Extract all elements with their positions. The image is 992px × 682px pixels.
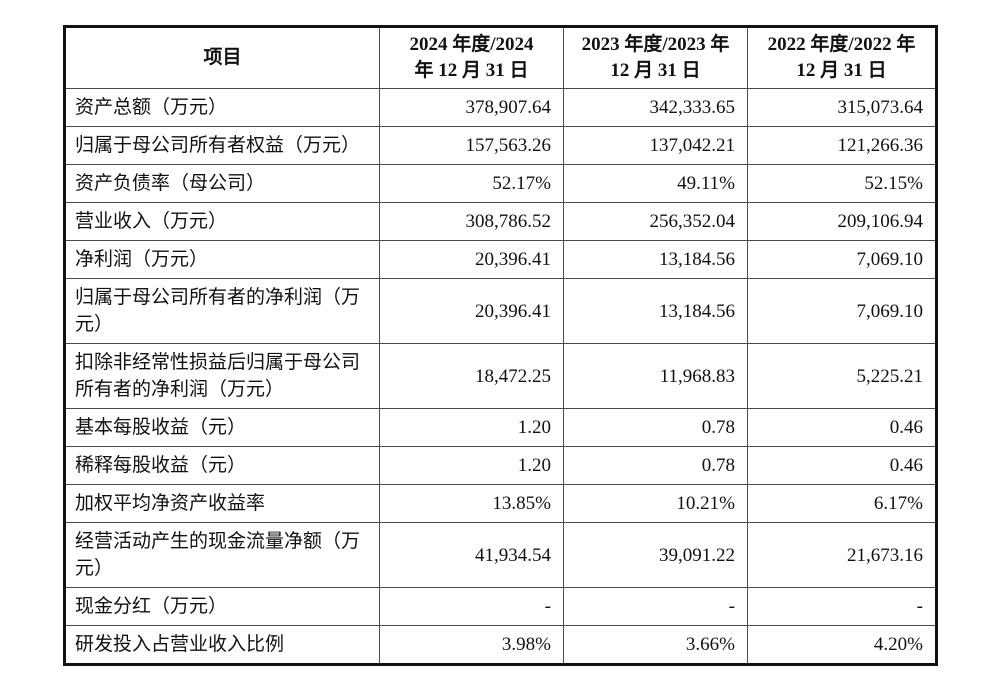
table-row: 加权平均净资产收益率 13.85% 10.21% 6.17% — [64, 484, 937, 523]
table-row: 研发投入占营业收入比例 3.98% 3.66% 4.20% — [64, 625, 937, 665]
row-label: 基本每股收益（元） — [64, 408, 380, 447]
value-cell: 1.20 — [379, 408, 564, 447]
col-header-2022-line1: 2022 年度/2022 年 — [767, 34, 916, 55]
value-cell: 0.78 — [563, 408, 748, 447]
col-header-2022-line2: 12 月 31 日 — [796, 60, 887, 81]
value-cell: 7,069.10 — [747, 240, 937, 279]
value-cell: 39,091.22 — [563, 522, 748, 588]
row-label: 归属于母公司所有者的净利润（万元） — [64, 278, 380, 344]
table-row: 扣除非经常性损益后归属于母公司所有者的净利润（万元） 18,472.25 11,96… — [64, 343, 937, 409]
value-cell: 0.46 — [747, 446, 937, 485]
table-row: 基本每股收益（元） 1.20 0.78 0.46 — [64, 408, 937, 447]
row-label: 资产负债率（母公司） — [64, 164, 380, 203]
value-cell: 6.17% — [747, 484, 937, 523]
value-cell: 13,184.56 — [563, 240, 748, 279]
value-cell: 121,266.36 — [747, 126, 937, 165]
value-cell: 52.15% — [747, 164, 937, 203]
value-cell: 20,396.41 — [379, 278, 564, 344]
col-header-item: 项目 — [64, 26, 380, 89]
value-cell: 20,396.41 — [379, 240, 564, 279]
table-row: 归属于母公司所有者权益（万元） 157,563.26 137,042.21 121,2… — [64, 126, 937, 165]
value-cell: 11,968.83 — [563, 343, 748, 409]
table-row: 资产负债率（母公司） 52.17% 49.11% 52.15% — [64, 164, 937, 203]
value-cell: 41,934.54 — [379, 522, 564, 588]
row-label: 净利润（万元） — [64, 240, 380, 279]
value-cell: 18,472.25 — [379, 343, 564, 409]
row-label: 研发投入占营业收入比例 — [64, 625, 380, 665]
row-label: 资产总额（万元） — [64, 88, 380, 127]
value-cell: 378,907.64 — [379, 88, 564, 127]
table-row: 资产总额（万元） 378,907.64 342,333.65 315,073.64 — [64, 88, 937, 127]
value-cell: 52.17% — [379, 164, 564, 203]
row-label: 营业收入（万元） — [64, 202, 380, 241]
value-cell: 5,225.21 — [747, 343, 937, 409]
header-row: 项目 2024 年度/2024 年 12 月 31 日 2023 年度/2023… — [64, 26, 937, 89]
value-cell: 3.66% — [563, 625, 748, 665]
value-cell: 21,673.16 — [747, 522, 937, 588]
value-cell: 7,069.10 — [747, 278, 937, 344]
value-cell: 0.46 — [747, 408, 937, 447]
table-row: 现金分红（万元） - - - — [64, 587, 937, 626]
row-label: 归属于母公司所有者权益（万元） — [64, 126, 380, 165]
value-cell: 4.20% — [747, 625, 937, 665]
value-cell: 308,786.52 — [379, 202, 564, 241]
col-header-2023-line2: 12 月 31 日 — [610, 60, 701, 81]
value-cell: - — [563, 587, 748, 626]
value-cell: 157,563.26 — [379, 126, 564, 165]
value-cell: 315,073.64 — [747, 88, 937, 127]
table-row: 归属于母公司所有者的净利润（万元） 20,396.41 13,184.56 7,069… — [64, 278, 937, 344]
col-header-2024: 2024 年度/2024 年 12 月 31 日 — [379, 26, 564, 89]
col-header-2023-line1: 2023 年度/2023 年 — [581, 34, 730, 55]
col-header-item-label: 项目 — [203, 47, 242, 68]
value-cell: 13,184.56 — [563, 278, 748, 344]
col-header-2023: 2023 年度/2023 年 12 月 31 日 — [563, 26, 748, 89]
col-header-2024-line1: 2024 年度/2024 — [409, 34, 534, 55]
value-cell: 0.78 — [563, 446, 748, 485]
row-label: 扣除非经常性损益后归属于母公司所有者的净利润（万元） — [64, 343, 380, 409]
table-row: 稀释每股收益（元） 1.20 0.78 0.46 — [64, 446, 937, 485]
value-cell: 137,042.21 — [563, 126, 748, 165]
value-cell: 209,106.94 — [747, 202, 937, 241]
value-cell: 342,333.65 — [563, 88, 748, 127]
table-row: 净利润（万元） 20,396.41 13,184.56 7,069.10 — [64, 240, 937, 279]
col-header-2022: 2022 年度/2022 年 12 月 31 日 — [747, 26, 937, 89]
value-cell: 3.98% — [379, 625, 564, 665]
value-cell: 10.21% — [563, 484, 748, 523]
table-row: 营业收入（万元） 308,786.52 256,352.04 209,106.94 — [64, 202, 937, 241]
row-label: 加权平均净资产收益率 — [64, 484, 380, 523]
table-row: 经营活动产生的现金流量净额（万元） 41,934.54 39,091.22 21,67… — [64, 522, 937, 588]
value-cell: 49.11% — [563, 164, 748, 203]
row-label: 经营活动产生的现金流量净额（万元） — [64, 522, 380, 588]
col-header-2024-line2: 年 12 月 31 日 — [414, 60, 529, 81]
value-cell: - — [379, 587, 564, 626]
row-label: 稀释每股收益（元） — [64, 446, 380, 485]
value-cell: 13.85% — [379, 484, 564, 523]
value-cell: 256,352.04 — [563, 202, 748, 241]
value-cell: - — [747, 587, 937, 626]
value-cell: 1.20 — [379, 446, 564, 485]
financial-summary-table: 项目 2024 年度/2024 年 12 月 31 日 2023 年度/2023… — [63, 25, 938, 666]
row-label: 现金分红（万元） — [64, 587, 380, 626]
